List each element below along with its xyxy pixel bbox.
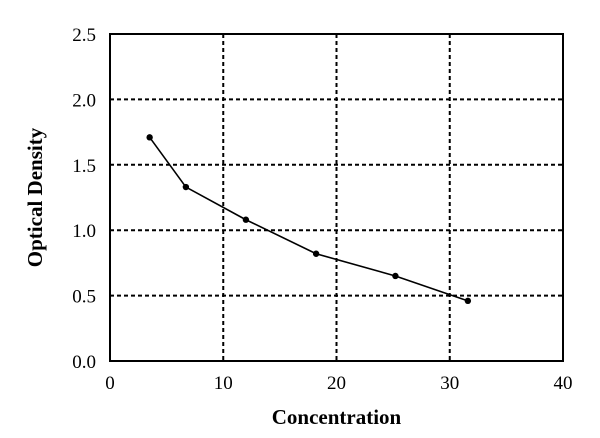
- y-tick-label: 1.0: [72, 221, 96, 242]
- x-tick-label: 0: [105, 373, 115, 394]
- y-tick-label: 2.0: [72, 90, 96, 111]
- x-tick-label: 10: [214, 373, 233, 394]
- data-point: [392, 272, 399, 280]
- plot-area: [109, 33, 564, 362]
- data-point: [242, 216, 250, 223]
- series-line: [148, 136, 469, 302]
- x-tick-label: 20: [327, 373, 346, 394]
- y-tick-label: 1.5: [72, 156, 96, 177]
- axis-ticks: 0 10 20 30 40 0.0 0.5 1.0 1.5 2.0 2.5: [72, 25, 572, 394]
- x-tick-label: 30: [440, 373, 459, 394]
- x-tick-label: 40: [554, 373, 573, 394]
- data-point: [464, 297, 472, 305]
- data-point: [182, 183, 190, 191]
- y-tick-label: 0.0: [72, 352, 96, 373]
- data-series: [146, 134, 472, 305]
- data-point: [146, 134, 153, 141]
- gridlines: [110, 34, 563, 361]
- data-point: [312, 250, 320, 257]
- y-tick-label: 0.5: [72, 287, 96, 308]
- y-tick-label: 2.5: [72, 25, 96, 46]
- x-axis-title: Concentration: [272, 405, 402, 429]
- y-axis-title: Optical Density: [23, 127, 47, 267]
